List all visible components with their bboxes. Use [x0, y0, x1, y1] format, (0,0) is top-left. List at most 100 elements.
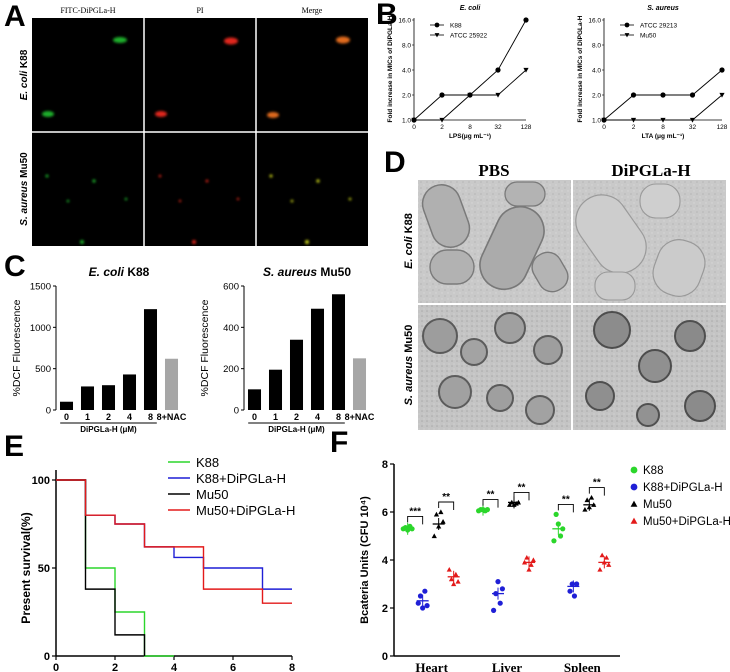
panel-d-row-ecoli-label: E. coli K88	[403, 213, 415, 269]
panel-f-significance-label: **	[562, 494, 570, 505]
panel-b-x-axis-label: LTA (μg mL⁻¹)	[642, 133, 685, 140]
panel-b-data-point	[630, 92, 637, 98]
panel-f-legend-label: Mu50	[643, 499, 672, 511]
panel-f-data-point	[491, 607, 497, 614]
ecoli-pi-cell	[155, 111, 167, 117]
panel-f-data-point	[499, 586, 505, 592]
panel-a-row-ecoli-label: E. coli K88	[19, 49, 30, 100]
panel-letter-a: A	[4, 0, 26, 33]
ecoli-merge-cell	[336, 36, 350, 44]
panel-f-data-point	[448, 576, 455, 582]
tem-saureus-dipgla-cells	[585, 311, 716, 427]
panel-f-significance-bracket	[482, 499, 499, 508]
panel-b-data-point	[660, 92, 666, 98]
panel-f-significance-label: ***	[409, 506, 421, 517]
panel-f-data-point	[497, 600, 503, 606]
panel-letter-e: E	[4, 430, 25, 463]
panel-f-data-point	[417, 593, 424, 599]
panel-b-legend-label: K88	[450, 23, 462, 30]
panel-b-legend-marker	[434, 22, 440, 28]
panel-f-data-point	[438, 509, 444, 515]
panel-f-data-point	[420, 605, 426, 611]
panel-b: E. coli 1.0 2.0 4.0 8.0 16.0 0 2 8 32 128 LPS(μg mL…	[387, 5, 728, 140]
panel-e-survival-line	[56, 479, 292, 604]
panel-f-data-point	[526, 567, 532, 572]
panel-b-y-tick-label: 1.0	[592, 118, 601, 125]
panel-b-data-point	[689, 117, 696, 123]
saureus-pi-cell	[178, 199, 182, 203]
panel-c-bar	[331, 294, 346, 410]
tem-ecoli-pbs-cells	[421, 181, 569, 293]
panel-c-bar	[352, 358, 367, 410]
saureus-fitc-cell	[80, 240, 84, 244]
panel-f-legend-marker	[630, 500, 638, 507]
panel-f-legend-label: Mu50+DiPGLa-H	[643, 516, 730, 528]
panel-c-bar	[289, 339, 304, 410]
panel-d-col-dipgla: DiPGLa-H	[611, 161, 690, 180]
panel-f-data-point	[588, 495, 595, 500]
panel-b-data-point	[411, 117, 417, 123]
panel-b-data-point	[495, 92, 501, 98]
saureus-merge-cell	[269, 174, 273, 178]
panel-b-y-tick-label: 4.0	[592, 68, 601, 75]
panel-c-bar	[101, 385, 116, 410]
panel-f-data-point	[424, 603, 430, 609]
saureus-fitc-cell	[45, 174, 49, 178]
panel-c-x-axis-label: DiPGLa-H (μM)	[80, 425, 137, 434]
ecoli-merge-cell	[267, 112, 279, 118]
panel-c-x-tick-label: 2	[106, 412, 111, 422]
panel-c-y-tick-label: 500	[35, 364, 51, 375]
panel-f-data-point	[597, 567, 603, 572]
panel-e: 05010002468DaysPresent survival(%)K88K88…	[19, 455, 295, 672]
panel-c-bar	[122, 374, 137, 410]
panel-c-chart-title: E. coli K88	[89, 265, 150, 279]
panel-f-data-point	[453, 571, 459, 577]
panel-f-significance-bracket	[588, 487, 605, 496]
panel-f-category-label: Liver	[492, 660, 523, 672]
panel-e-x-tick-label: 4	[171, 662, 178, 672]
panel-b-y-axis-label: Fold increase in MICs of DiPGLa-H	[577, 15, 584, 122]
panel-f-data-point	[574, 581, 580, 587]
panel-b-x-axis-label: LPS(μg mL⁻¹)	[449, 133, 491, 140]
panel-f-data-point	[551, 538, 557, 544]
panel-f-y-tick-label: 6	[382, 507, 388, 519]
panel-f-data-point	[557, 533, 564, 539]
panel-f-legend-marker	[630, 483, 638, 491]
panel-f-y-axis-label: Bcateria Units (CFU 10⁴)	[359, 496, 371, 624]
panel-f-data-point	[433, 511, 440, 517]
panel-f-data-point	[603, 555, 610, 560]
ecoli-fitc-cell	[113, 37, 127, 43]
panel-f-data-point	[440, 519, 446, 524]
panel-c-y-tick-label: 200	[223, 364, 239, 375]
panel-c-y-tick-label: 1500	[30, 282, 51, 293]
panel-b-data-point	[719, 67, 725, 73]
panel-b-y-tick-label: 16.0	[398, 18, 411, 25]
panel-b-y-tick-label: 16.0	[588, 18, 601, 25]
panel-b-series-line	[604, 94, 723, 121]
panel-f-data-point	[553, 511, 559, 517]
panel-f-significance-bracket	[407, 515, 424, 525]
panel-c-bar	[164, 358, 179, 410]
ecoli-pi-cell	[224, 37, 238, 45]
panel-c-x-tick-label: 0	[64, 412, 69, 422]
panel-c-x-tick-label: 8	[336, 412, 341, 422]
panel-f-data-point	[415, 600, 421, 606]
panel-c-bar	[247, 389, 262, 410]
panel-b-legend-marker	[624, 33, 630, 38]
panel-b-legend-marker	[624, 22, 630, 28]
panel-a-col-merge: Merge	[302, 6, 323, 15]
panel-c-x-tick-label: 1	[85, 412, 90, 422]
panel-e-legend-label: K88+DiPGLa-H	[196, 471, 286, 486]
panel-f-data-point	[582, 507, 588, 512]
panel-e-legend-label: Mu50	[196, 487, 229, 502]
panel-b-x-tick-label: 128	[717, 124, 728, 131]
panel-c-chart-title: S. aureus Mu50	[263, 265, 351, 279]
panel-c-y-tick-label: 1000	[30, 323, 51, 334]
panel-d: PBS DiPGLa-H E. coli K88 S. aureus Mu50	[403, 161, 726, 430]
panel-a-col-fitc: FITC-DiPGLa-H	[60, 6, 115, 15]
saureus-fitc-cell	[124, 197, 128, 201]
panel-b-y-tick-label: 2.0	[592, 93, 601, 100]
panel-f-data-point	[431, 533, 437, 539]
panel-a-row-saureus-label: S. aureus Mu50	[19, 152, 30, 226]
